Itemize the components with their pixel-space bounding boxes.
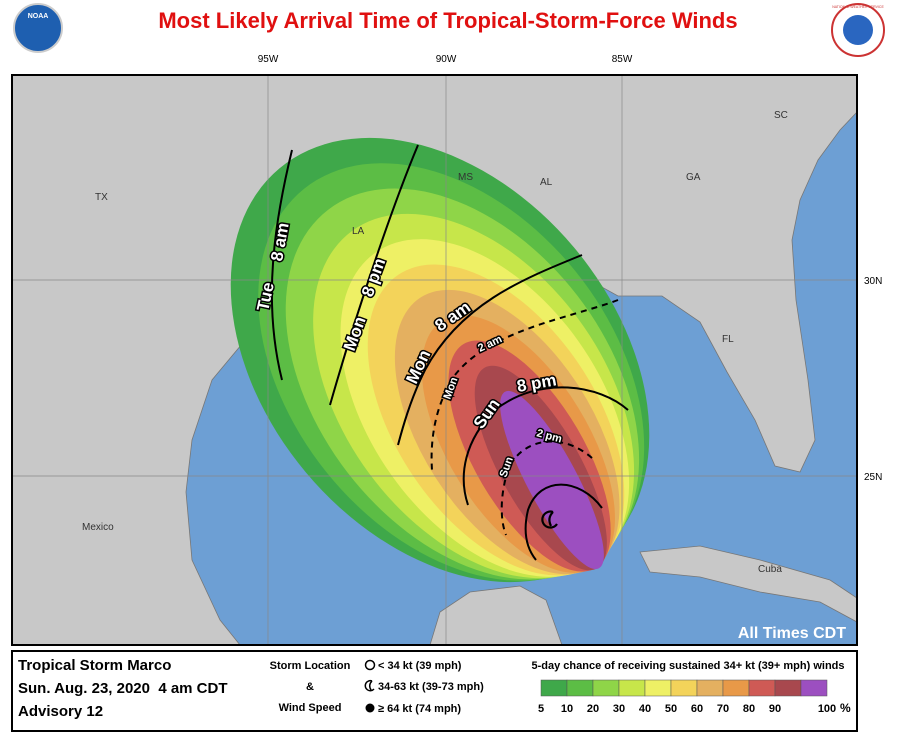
scale-label: 90 <box>769 703 781 715</box>
storm-name: Tropical Storm Marco <box>18 657 171 674</box>
scale-swatch <box>722 679 750 697</box>
scale-swatch <box>670 679 698 697</box>
lon-label: 85W <box>612 54 633 65</box>
scale-swatch <box>540 679 568 697</box>
scale-swatch <box>566 679 594 697</box>
isochrone <box>524 483 603 561</box>
lat-label: 30N <box>864 276 882 287</box>
time-zone-note: All Times CDT <box>738 625 846 642</box>
scale-label: 20 <box>587 703 599 715</box>
lon-label: 95W <box>258 54 279 65</box>
scale-swatch <box>800 679 828 697</box>
issued: Sun. Aug. 23, 2020 4 am CDT <box>18 680 228 697</box>
scale-swatch <box>774 679 802 697</box>
noaa-logo-text: NOAA <box>28 13 49 20</box>
isochrone <box>462 386 629 506</box>
scale-swatch <box>592 679 620 697</box>
place-label: LA <box>352 226 365 237</box>
title: Most Likely Arrival Time of Tropical-Sto… <box>158 8 737 33</box>
scale-label: 5 <box>538 703 544 715</box>
key-title: Storm Location <box>270 660 351 672</box>
key-item: < 34 kt (39 mph) <box>378 660 462 672</box>
scale-label: 10 <box>561 703 573 715</box>
scale-label: 60 <box>691 703 703 715</box>
scale-unit: % <box>840 701 851 715</box>
advisory: Advisory 12 <box>18 703 103 720</box>
key-icon <box>364 679 375 692</box>
scale-swatch <box>748 679 776 697</box>
isochrone <box>270 149 293 381</box>
probability-swath <box>230 137 650 583</box>
noaa-logo <box>13 3 63 53</box>
place-label: TX <box>95 192 108 203</box>
map-body: TX LA MS AL GA SC FL Mexico Cuba Tue 8 a… <box>12 75 857 645</box>
isochrone-dashed <box>500 440 593 536</box>
place-label: AL <box>540 177 553 188</box>
place-label: SC <box>774 110 788 121</box>
lon-label: 90W <box>436 54 457 65</box>
scale-label: 50 <box>665 703 677 715</box>
scale-title: 5-day chance of receiving sustained 34+ … <box>532 660 845 672</box>
isochrone <box>397 254 583 446</box>
scale-label: 100 <box>818 703 836 715</box>
scale-label: 30 <box>613 703 625 715</box>
place-label: Cuba <box>758 564 782 575</box>
lat-label: 25N <box>864 472 882 483</box>
place-label: FL <box>722 334 734 345</box>
place-label: Mexico <box>82 522 114 533</box>
yucatan <box>429 585 563 645</box>
probability-scale: 5 10 20 30 40 50 60 70 80 90 100 <box>538 679 836 715</box>
key-icon <box>364 659 376 671</box>
isochrone <box>329 144 419 406</box>
key-title: & <box>306 681 314 693</box>
place-label: MS <box>458 172 473 183</box>
nws-logo-text: NATIONAL WEATHER SERVICE <box>832 5 884 9</box>
storm-symbol <box>541 510 558 529</box>
scale-swatch <box>696 679 724 697</box>
map-frame <box>11 74 858 646</box>
key-item: ≥ 64 kt (74 mph) <box>378 703 461 715</box>
scale-label: 80 <box>743 703 755 715</box>
place-label: GA <box>686 172 701 183</box>
key-icon <box>365 703 375 713</box>
probability-band <box>500 390 604 570</box>
scale-swatch <box>618 679 646 697</box>
scale-label: 40 <box>639 703 651 715</box>
graticule <box>12 75 857 645</box>
isochrone-dashed <box>430 299 619 471</box>
scale-swatch <box>644 679 672 697</box>
scale-label: 70 <box>717 703 729 715</box>
key-item: 34-63 kt (39-73 mph) <box>378 681 484 693</box>
key-title: Wind Speed <box>279 702 342 714</box>
nws-logo-inner <box>843 15 873 45</box>
cuba <box>639 545 857 623</box>
